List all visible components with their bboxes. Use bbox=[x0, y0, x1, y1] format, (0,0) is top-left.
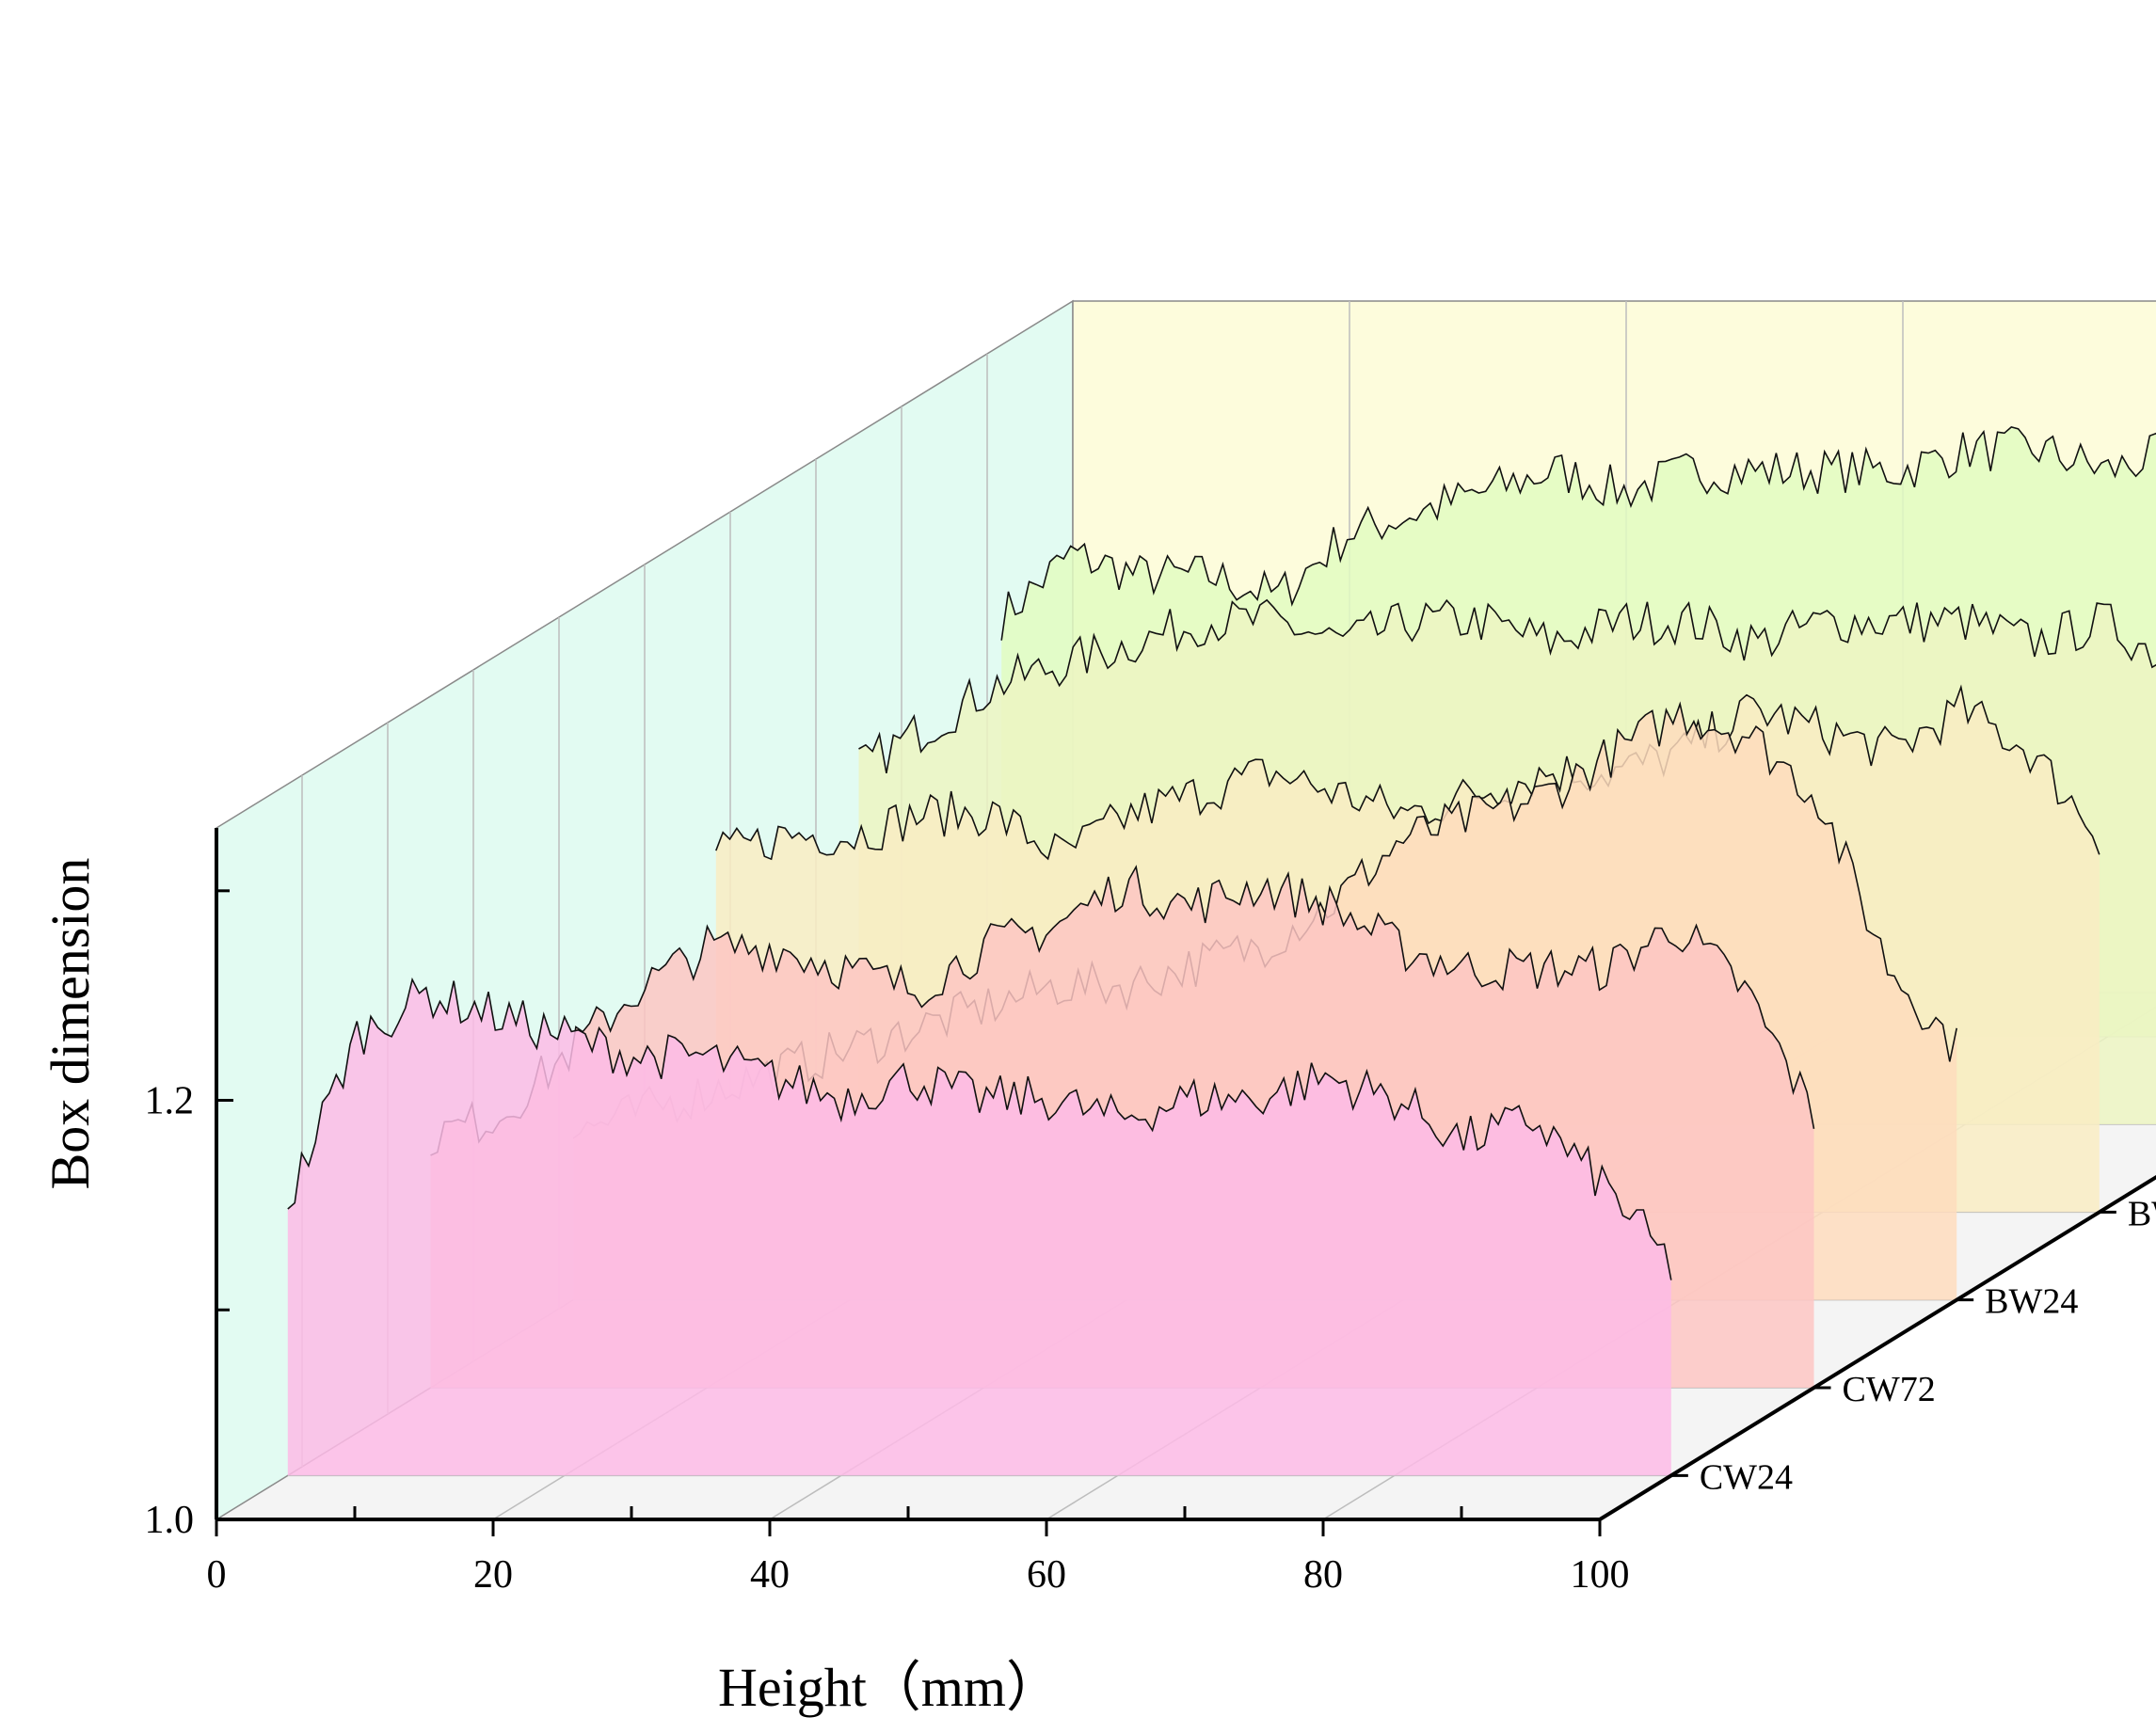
x-tick-label: 20 bbox=[473, 1553, 513, 1597]
depth-axis-line bbox=[1598, 1174, 2156, 1521]
series-cw24 bbox=[287, 977, 1672, 1476]
series-line-cw24 bbox=[287, 977, 1672, 1280]
series-area-cw24 bbox=[287, 979, 1671, 1476]
series-line-cw72 bbox=[430, 865, 1815, 1156]
y-tick-label: 1.2 bbox=[145, 1080, 195, 1123]
depth-tick-label: BW24 bbox=[1985, 1282, 2078, 1322]
series-line-xw24 bbox=[858, 598, 2156, 773]
x-tick-label: 80 bbox=[1303, 1553, 1343, 1597]
depth-tick-label: CW24 bbox=[1700, 1457, 1793, 1497]
x-tick-label: 40 bbox=[750, 1553, 790, 1597]
series-layer bbox=[287, 426, 2156, 1476]
chart-axes: 0204060801001.01.2CW24CW72BW24BW72XW24XW… bbox=[145, 828, 2156, 1597]
series-line-bw72 bbox=[715, 684, 2100, 861]
y-tick-label: 1.0 bbox=[145, 1499, 195, 1542]
depth-tick-label: BW72 bbox=[2128, 1194, 2156, 1233]
x-tick-label: 100 bbox=[1571, 1553, 1630, 1597]
depth-tick-label: CW72 bbox=[1843, 1370, 1936, 1409]
series-line-xw72 bbox=[1000, 426, 2156, 641]
x-tick-label: 0 bbox=[207, 1553, 227, 1597]
y-axis-title: Box dimension bbox=[40, 858, 101, 1190]
x-axis-title: Height（mm） bbox=[718, 1657, 1061, 1718]
x-tick-label: 60 bbox=[1027, 1553, 1066, 1597]
